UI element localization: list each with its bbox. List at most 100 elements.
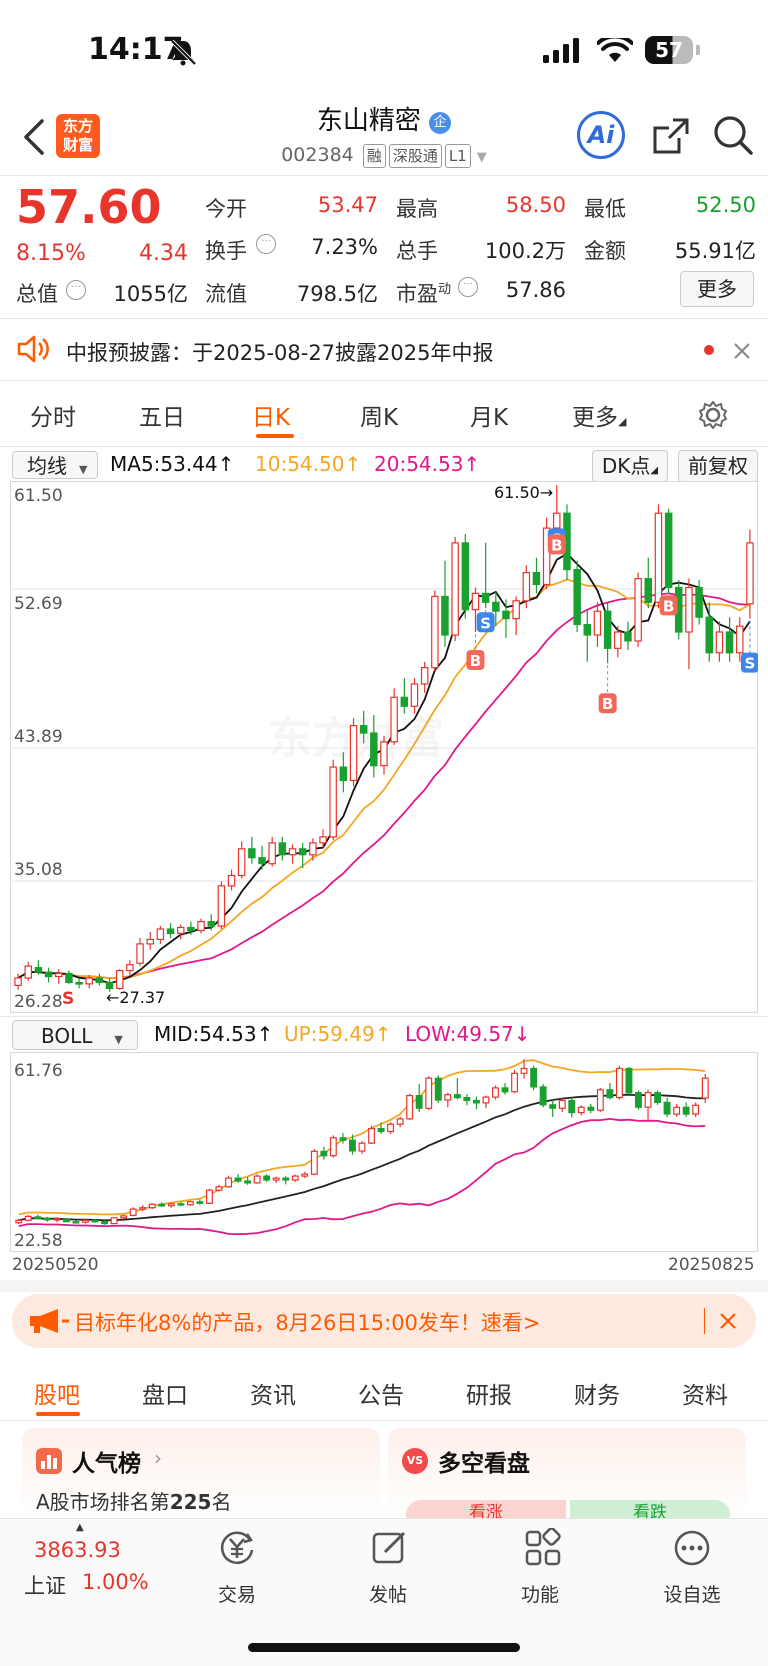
candle-down [583,624,591,636]
nav-post[interactable]: 发帖 [368,1584,407,1606]
candle [522,565,531,609]
trade-yen-icon[interactable] [217,1528,257,1568]
candle-up [206,1189,213,1204]
candle-down [625,1067,633,1094]
dk-point-button[interactable]: DK点◢ [592,450,668,482]
candle-up [701,1077,709,1099]
tab-more[interactable]: 更多◢ [572,398,626,432]
caret-icon: ◢ [650,465,659,476]
candle [431,590,439,671]
candle-up [471,592,480,611]
tab-five-day[interactable]: 五日 [139,405,185,431]
candle-up [654,512,663,603]
candle-down [44,971,53,978]
notice-text[interactable]: 中报预披露：于2025-08-27披露2025年中报 [66,341,494,365]
tab-intraday[interactable]: 分时 [30,405,76,431]
candle [101,1220,108,1225]
tab-profile[interactable]: 资料 [682,1383,728,1409]
ai-label: Ai [587,121,615,149]
candle-down [453,1094,461,1099]
info-icon[interactable]: ··· [256,234,276,254]
tab-news[interactable]: 资讯 [250,1383,296,1409]
candle-up [288,848,297,856]
stat-label-float-cap: 流值 [205,282,247,306]
tab-monthly-k[interactable]: 月K [470,405,509,431]
candle-down [682,1106,690,1115]
candle [644,1089,652,1120]
candle [453,1078,461,1100]
close-icon[interactable] [720,1313,736,1329]
info-icon[interactable]: ··· [66,280,86,300]
candle [370,715,378,778]
change-percent: 8.15% [16,241,86,266]
ma20-polyline [17,592,750,980]
settings-gear-icon[interactable] [698,400,728,430]
vs-icon: VS [402,1448,428,1474]
candle-down [573,568,581,626]
tab-daily-k[interactable]: 日K [252,405,291,431]
search-icon[interactable] [712,114,754,156]
candle [329,1135,337,1158]
index-name[interactable]: 上证 [24,1574,66,1598]
info-icon[interactable]: ··· [458,277,478,297]
more-dots-icon[interactable] [672,1528,712,1568]
candle-down [539,1086,547,1106]
candle [263,1174,271,1182]
adjust-button[interactable]: 前复权 [678,450,758,482]
stat-label-high: 最高 [396,197,438,221]
compose-icon[interactable] [370,1528,410,1568]
bull-button[interactable]: 看涨 [406,1500,566,1518]
candle-up [396,1118,404,1125]
tab-research[interactable]: 研报 [466,1383,512,1409]
current-price: 57.60 [16,180,162,234]
caret-up-icon: ▲ [76,1522,84,1533]
grid-apps-icon[interactable] [523,1528,563,1568]
close-icon[interactable] [734,343,750,359]
indicator-select[interactable]: 均线 ▼ [12,451,98,479]
long-short-card[interactable]: VS 多空看盘 看涨 看跌 [388,1428,746,1518]
candle-up [167,1203,175,1207]
tab-weekly-k[interactable]: 周K [360,405,399,431]
tab-announcements[interactable]: 公告 [358,1383,404,1409]
stock-code-row[interactable]: 002384 融深股通 L1 ▼ [0,144,768,168]
candle-up [520,1067,528,1074]
candle [62,1217,70,1223]
candle [53,1217,61,1223]
sell-marker [476,612,495,633]
nav-watchlist[interactable]: 设自选 [663,1584,721,1606]
candle-up [136,943,144,964]
ai-button[interactable]: Ai [577,111,625,159]
candle-down [568,1099,576,1114]
candle [625,1067,633,1095]
candle [34,960,43,976]
candle-up [692,1104,700,1115]
popularity-card[interactable]: 人气榜 › A股市场排名第225名 [22,1428,380,1518]
more-stats-button[interactable]: 更多 [680,271,754,307]
index-percent[interactable]: 1.00% [82,1570,149,1594]
boll-select[interactable]: BOLL ▼ [12,1020,138,1050]
y-tick-label: 43.89 [14,727,63,747]
candle [34,1214,42,1220]
tab-forum[interactable]: 股吧 [34,1383,80,1409]
nav-trade[interactable]: 交易 [217,1584,256,1606]
tab-order-book[interactable]: 盘口 [142,1383,188,1409]
chart-bar-icon [36,1448,62,1474]
stat-value-turnover: 7.23% [311,235,378,259]
candle-up [522,571,531,602]
share-icon[interactable] [651,116,691,156]
candle [573,560,581,633]
bear-button[interactable]: 看跌 [570,1500,730,1518]
stat-label-open: 今开 [205,197,247,221]
candle-up [215,1186,223,1191]
boll-chart[interactable]: 61.76 22.58 [10,1052,758,1252]
promo-banner[interactable]: 目标年化8%的产品，8月26日15:00发车！速看> [12,1294,756,1348]
tab-financials[interactable]: 财务 [574,1383,620,1409]
battery-level: 57 [655,38,683,62]
candle-down [258,857,266,865]
nav-functions[interactable]: 功能 [520,1584,559,1606]
candle [349,718,358,787]
index-value[interactable]: 3863.93 [34,1538,121,1562]
back-arrow-icon[interactable] [22,118,46,156]
candle-up [291,1175,299,1181]
